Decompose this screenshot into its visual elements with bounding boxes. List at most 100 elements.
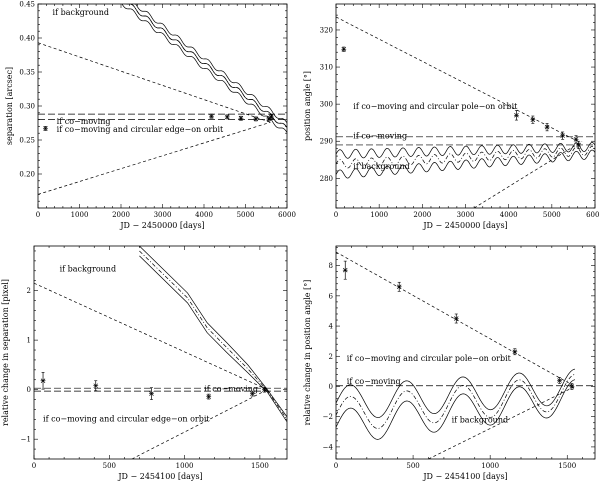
- series-line-background: [125, 4, 287, 128]
- data-point: [576, 140, 581, 149]
- plot-frame: [33, 245, 288, 460]
- x-axis-label: JD − 2450000 [days]: [119, 221, 204, 230]
- data-point: [560, 131, 566, 140]
- series-line-background-centre: [336, 145, 595, 169]
- series-line-edge-on-orbit-upper: [34, 282, 268, 390]
- y-tick-label: 0.35: [19, 69, 35, 77]
- plot-frame: [37, 3, 288, 209]
- x-tick-label: 6000: [278, 211, 296, 219]
- data-point: [93, 380, 99, 391]
- data-point: [238, 115, 244, 121]
- chart-panel-4: if co−moving and circular pole−on orbit i…: [303, 245, 596, 481]
- series-line-edge-on-orbit-lower: [131, 389, 268, 459]
- y-tick-label: 0.25: [19, 137, 35, 145]
- series-line-background-lower: [336, 379, 576, 440]
- annotation-label: if co−moving: [204, 385, 258, 394]
- y-tick-label: −4: [323, 443, 334, 451]
- data-point: [268, 114, 274, 120]
- x-axis-label: JD − 2454100 [days]: [117, 472, 202, 481]
- series-line-background-upper: [336, 142, 595, 159]
- y-tick-label: 320: [320, 26, 333, 34]
- x-tick-label: 3000: [457, 211, 475, 219]
- y-tick-label: 280: [320, 175, 333, 183]
- x-tick-label: 1000: [71, 211, 89, 219]
- data-point: [253, 116, 259, 122]
- series-line-pole-on-orbit-upper: [336, 16, 578, 142]
- series-line-background-lower: [139, 255, 287, 423]
- y-tick-label: 0.40: [19, 35, 35, 43]
- x-tick-label: 0: [334, 462, 338, 470]
- x-tick-label: 6000: [586, 211, 600, 219]
- x-axis-label: JD − 2454100 [days]: [422, 472, 507, 481]
- y-axis-label: separation [arcsec]: [5, 67, 14, 145]
- series-line-edge-on-orbit-lower: [38, 121, 271, 195]
- annotation-label: if background: [452, 416, 508, 425]
- data-point: [209, 113, 214, 119]
- data-point: [249, 390, 255, 397]
- x-tick-label: 1500: [558, 462, 576, 470]
- series-line-background-upper: [336, 368, 576, 418]
- y-tick-label: 2: [329, 353, 333, 361]
- y-tick-label: 0.20: [19, 171, 35, 179]
- x-tick-label: 0: [334, 211, 338, 219]
- annotation-label: if background: [353, 162, 409, 171]
- y-tick-label: −1: [21, 436, 31, 444]
- plot-frame: [335, 245, 596, 460]
- series-line-background-centre: [139, 250, 287, 420]
- x-tick-label: 1500: [251, 462, 269, 470]
- series-line-background-upper: [139, 246, 287, 418]
- data-point: [557, 377, 562, 384]
- y-tick-label: 4: [329, 323, 334, 331]
- x-tick-label: 5000: [237, 211, 255, 219]
- x-axis-label: JD − 2450000 [days]: [422, 221, 507, 230]
- annotation-label: if co−moving: [57, 117, 111, 126]
- x-tick-label: 2000: [112, 211, 130, 219]
- y-tick-label: 0: [27, 386, 31, 394]
- x-tick-label: 5000: [543, 211, 561, 219]
- data-point: [396, 281, 402, 292]
- annotation-label: if co−moving and circular pole−on orbit: [347, 354, 512, 363]
- plot-area: [336, 16, 595, 208]
- data-point: [453, 313, 459, 324]
- x-tick-label: 4000: [195, 211, 213, 219]
- annotation-label: if co−moving and circular edge−on orbit: [43, 414, 210, 423]
- data-point: [43, 126, 48, 131]
- y-tick-label: 290: [320, 138, 333, 146]
- x-tick-label: 0: [36, 211, 40, 219]
- y-tick-label: 0.45: [19, 1, 35, 9]
- series-line-edge-on-orbit-upper: [38, 42, 271, 123]
- plot-area: [336, 251, 595, 459]
- y-tick-label: 6: [329, 292, 334, 300]
- series-line-background-lower: [336, 149, 595, 179]
- data-point: [206, 393, 212, 400]
- x-tick-label: 2000: [413, 211, 431, 219]
- y-tick-label: 1: [27, 337, 31, 345]
- y-tick-label: 310: [320, 64, 333, 72]
- annotation-label: if background: [53, 8, 109, 17]
- x-tick-label: 1000: [481, 462, 499, 470]
- annotation-label: if co−moving: [353, 132, 407, 141]
- data-point: [341, 46, 347, 52]
- chart-panel-2: if co−moving and circular pole−on orbit i…: [303, 3, 600, 230]
- series-line-background-upper-bound: [135, 4, 287, 124]
- annotation-label: if co−moving and circular edge−on orbit: [57, 125, 224, 134]
- x-tick-label: 1000: [176, 462, 194, 470]
- annotation-label: if co−moving: [347, 377, 401, 386]
- y-axis-label: position angle [°]: [303, 71, 312, 141]
- data-point: [512, 348, 518, 356]
- data-point: [544, 123, 550, 132]
- x-tick-label: 500: [406, 462, 419, 470]
- data-point: [224, 114, 230, 120]
- y-tick-label: −2: [323, 413, 333, 421]
- data-point: [573, 135, 579, 144]
- plot-area: [38, 4, 287, 195]
- plot-area: [34, 246, 287, 459]
- data-point: [342, 260, 348, 280]
- x-tick-label: 500: [103, 462, 116, 470]
- y-tick-label: 8: [329, 262, 333, 270]
- chart-panel-3: if background if co−moving if co−moving an…: [1, 245, 288, 481]
- data-point: [530, 115, 536, 124]
- series-line-background-centre: [125, 4, 287, 128]
